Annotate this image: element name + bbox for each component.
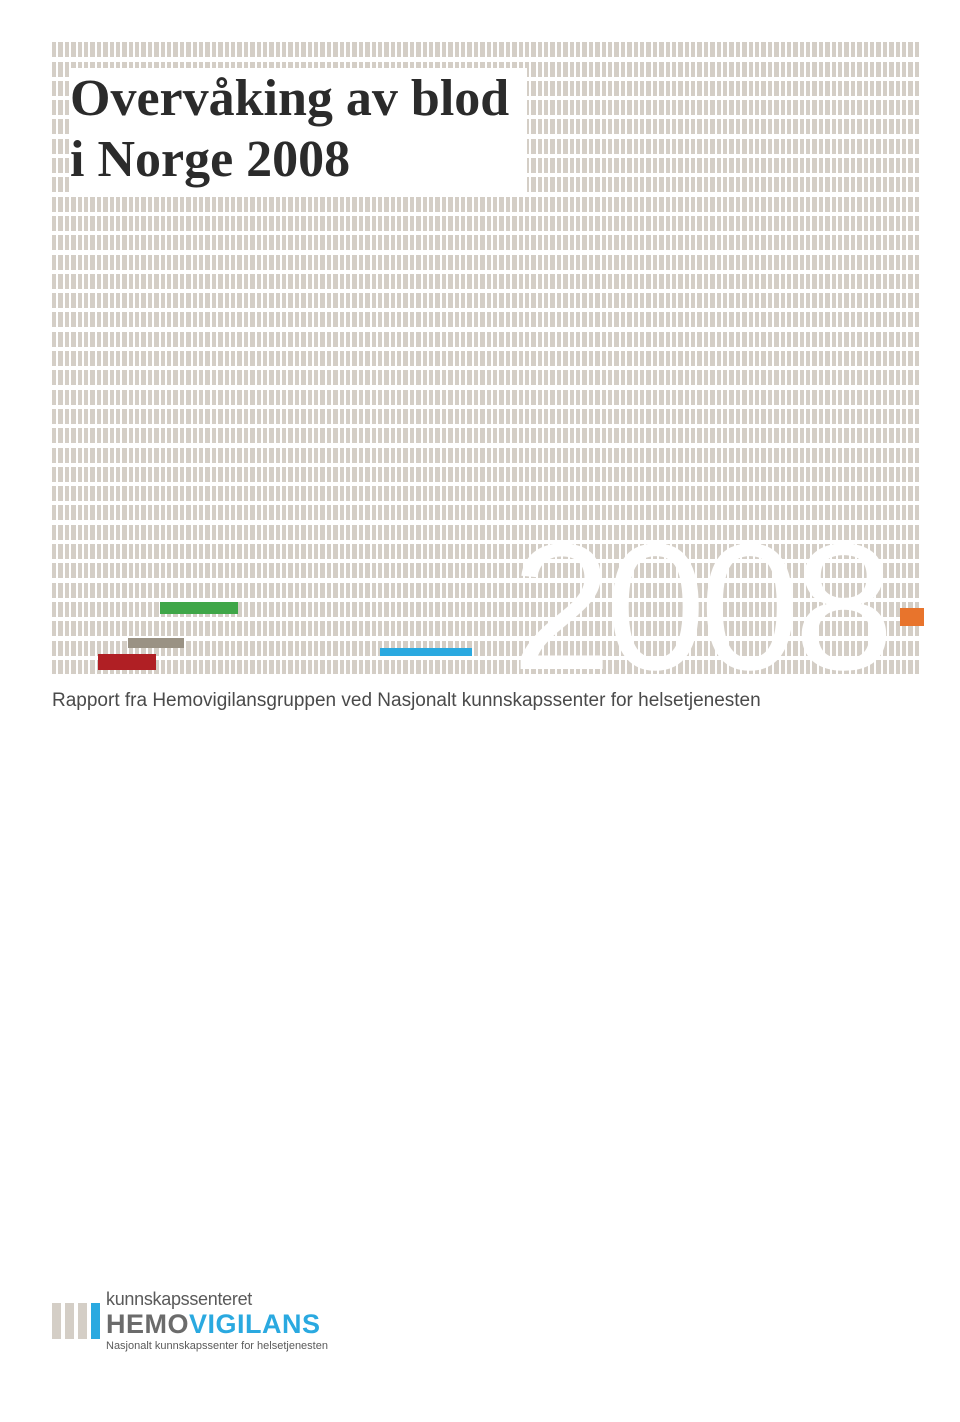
dash-row bbox=[52, 212, 924, 231]
dash-row bbox=[52, 270, 924, 289]
dash-row bbox=[52, 327, 924, 346]
logo-bar bbox=[52, 1303, 61, 1339]
logo-sub-text: Nasjonalt kunnskapssenter for helsetjene… bbox=[106, 1340, 328, 1352]
logo-bar bbox=[91, 1303, 100, 1339]
logo-main-text: HEMOVIGILANS bbox=[106, 1310, 328, 1338]
dash-row bbox=[52, 424, 924, 443]
dash-row bbox=[52, 482, 924, 501]
logo-block: kunnskapssenteret HEMOVIGILANS Nasjonalt… bbox=[52, 1289, 328, 1352]
logo-bar bbox=[65, 1303, 74, 1339]
logo-main-part1: HEMO bbox=[106, 1309, 189, 1339]
dash-row bbox=[52, 463, 924, 482]
accent-bar bbox=[380, 648, 472, 656]
accent-bar bbox=[900, 608, 924, 626]
dash-row bbox=[52, 289, 924, 308]
title-line-2: i Norge 2008 bbox=[70, 129, 360, 190]
dash-row bbox=[52, 366, 924, 385]
accent-bar bbox=[128, 638, 184, 648]
logo-text: kunnskapssenteret HEMOVIGILANS Nasjonalt… bbox=[106, 1289, 328, 1352]
accent-bar bbox=[98, 654, 156, 670]
logo-bar bbox=[78, 1303, 87, 1339]
dash-row bbox=[52, 38, 924, 57]
subtitle-text: Rapport fra Hemovigilansgruppen ved Nasj… bbox=[52, 690, 761, 712]
title-block: Overvåking av blod i Norge 2008 bbox=[70, 68, 527, 197]
accent-bar bbox=[160, 602, 238, 614]
dash-row bbox=[52, 385, 924, 404]
logo-bars bbox=[52, 1303, 100, 1339]
background-year-watermark: 2008 bbox=[512, 518, 888, 674]
dash-row bbox=[52, 405, 924, 424]
report-cover-page: 2008 Overvåking av blod i Norge 2008 Rap… bbox=[0, 0, 960, 1422]
logo-main-part2: VIGILANS bbox=[189, 1309, 321, 1339]
logo-top-text: kunnskapssenteret bbox=[106, 1289, 328, 1310]
dash-row bbox=[52, 347, 924, 366]
dash-row bbox=[52, 250, 924, 269]
dash-row bbox=[52, 308, 924, 327]
dash-row bbox=[52, 231, 924, 250]
title-line-1: Overvåking av blod bbox=[70, 68, 519, 129]
dash-row bbox=[52, 443, 924, 462]
